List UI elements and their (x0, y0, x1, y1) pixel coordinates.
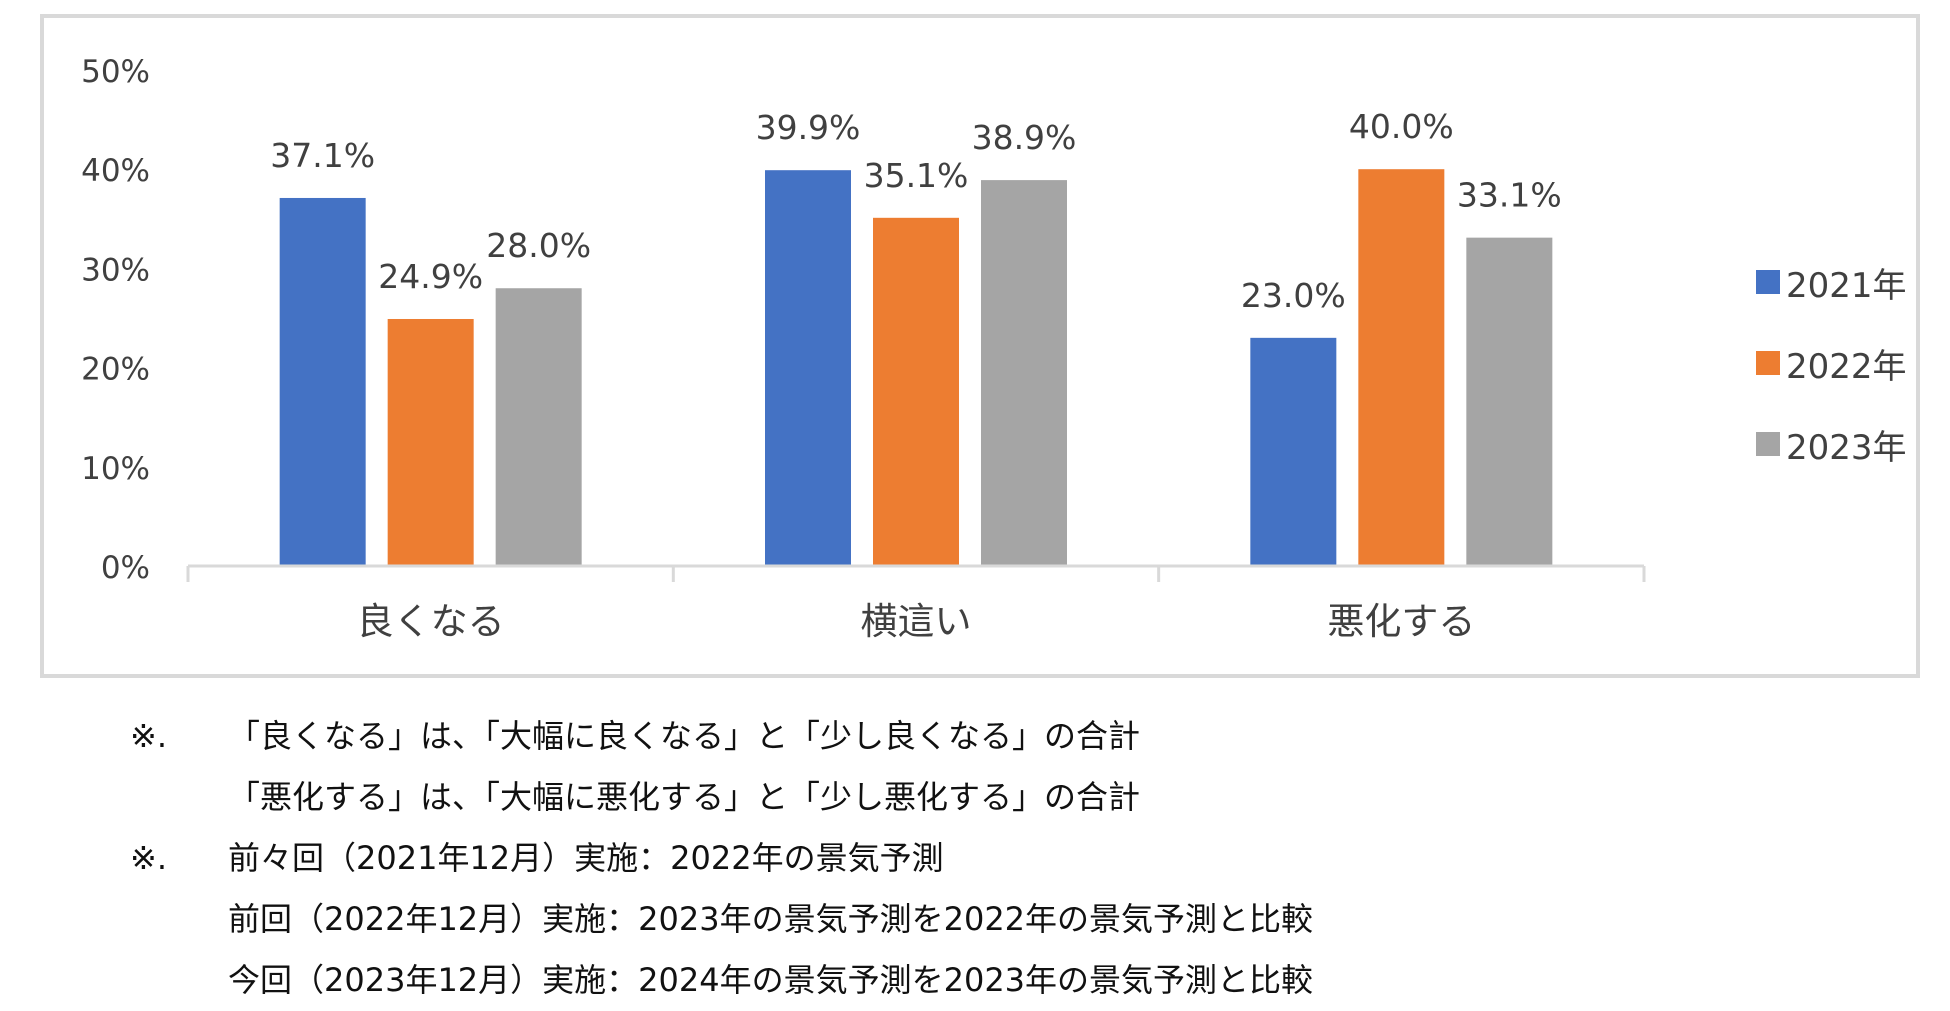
y-tick-label: 50% (81, 54, 150, 90)
note-mark: ※. (130, 839, 167, 877)
note-line: ※. 前々回（2021年12月）実施：2022年の景気予測 (130, 828, 1313, 889)
legend-item-2021: 2021年 (1756, 262, 1907, 306)
y-tick-label: 20% (81, 352, 150, 388)
y-tick-label: 0% (101, 550, 150, 586)
bar (1466, 237, 1553, 566)
y-tick-label: 30% (81, 252, 150, 288)
legend-item-2023: 2023年 (1756, 424, 1907, 468)
legend-label-2021: 2021年 (1786, 265, 1907, 306)
note-text: 今回（2023年12月）実施：2024年の景気予測を2023年の景気予測と比較 (228, 961, 1314, 999)
bar (1250, 337, 1337, 566)
note-text: 「悪化する」は、「大幅に悪化する」と「少し悪化する」の合計 (228, 778, 1141, 816)
note-text: 前回（2022年12月）実施：2023年の景気予測を2022年の景気予測と比較 (228, 900, 1314, 938)
data-label: 24.9% (378, 257, 483, 296)
data-label: 23.0% (1241, 276, 1346, 315)
x-category-label: 良くなる (357, 600, 505, 643)
legend: 2021年 2022年 2023年 (1756, 262, 1907, 505)
bar (765, 170, 851, 566)
x-category-label: 横這い (861, 600, 972, 643)
legend-swatch-2022 (1756, 351, 1780, 375)
note-line: 前回（2022年12月）実施：2023年の景気予測を2022年の景気予測と比較 (130, 889, 1313, 950)
bar (981, 180, 1067, 566)
note-line: ※. 「良くなる」は、「大幅に良くなる」と「少し良くなる」の合計 (130, 706, 1313, 767)
legend-label-2022: 2022年 (1786, 346, 1907, 387)
data-label: 40.0% (1349, 107, 1454, 146)
note-line: 「悪化する」は、「大幅に悪化する」と「少し悪化する」の合計 (130, 767, 1313, 828)
legend-swatch-2021 (1756, 270, 1780, 294)
legend-swatch-2023 (1756, 432, 1780, 456)
data-label: 33.1% (1457, 176, 1562, 215)
chart-frame: 0% 10% 20% 30% 40% 50% 37.1% 24.9% 28.0% 39.9% 35.… (40, 14, 1920, 678)
note-mark: ※. (130, 717, 167, 755)
x-category-label: 悪化する (1327, 600, 1475, 643)
note-line: 今回（2023年12月）実施：2024年の景気予測を2023年の景気予測と比較 (130, 950, 1313, 1011)
bar (495, 288, 582, 566)
data-label: 28.0% (486, 226, 591, 265)
data-label: 39.9% (756, 108, 861, 147)
y-tick-label: 40% (81, 153, 150, 189)
note-text: 前々回（2021年12月）実施：2022年の景気予測 (228, 839, 944, 877)
legend-item-2022: 2022年 (1756, 343, 1907, 387)
bar (279, 197, 366, 566)
bar (873, 217, 959, 567)
note-text: 「良くなる」は、「大幅に良くなる」と「少し良くなる」の合計 (228, 717, 1141, 755)
data-label: 38.9% (972, 118, 1077, 157)
legend-label-2023: 2023年 (1786, 427, 1907, 468)
bar (1358, 169, 1445, 566)
bar-chart: 0% 10% 20% 30% 40% 50% 37.1% 24.9%28.0% 39.9%35.… (81, 54, 1646, 643)
data-label: 37.1% (270, 136, 375, 175)
notes: ※. 「良くなる」は、「大幅に良くなる」と「少し良くなる」の合計 「悪化する」は、… (130, 706, 1313, 1011)
data-label: 35.1% (864, 156, 969, 195)
y-tick-label: 10% (81, 451, 150, 487)
bar (387, 318, 474, 566)
